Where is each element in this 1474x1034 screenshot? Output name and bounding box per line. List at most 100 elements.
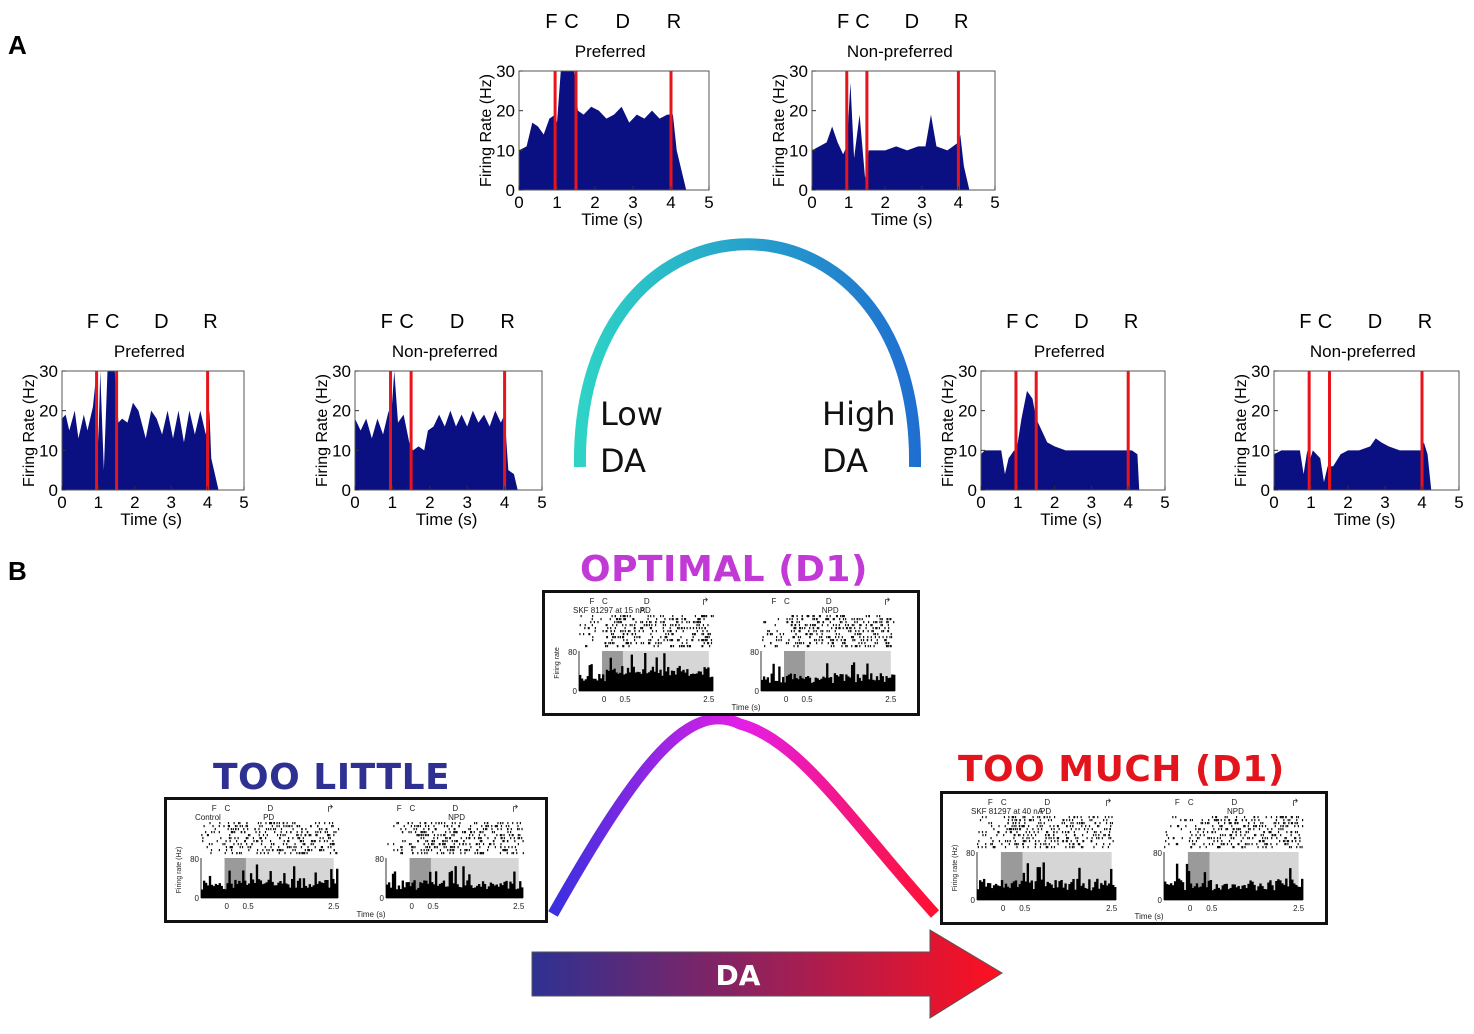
- histogram-bar: [709, 677, 712, 691]
- raster-tick: [1285, 837, 1287, 840]
- raster-tick: [1264, 843, 1266, 846]
- raster-tick: [1264, 825, 1267, 828]
- raster-tick: [813, 618, 816, 621]
- y-tick-label: 0: [342, 481, 351, 500]
- histogram-bar: [263, 883, 266, 898]
- histogram-bar: [1263, 888, 1266, 900]
- raster-tick: [426, 849, 428, 852]
- inset-yzero: 0: [380, 894, 385, 903]
- histogram-bar: [300, 887, 304, 898]
- histogram-bar: [212, 886, 216, 898]
- histogram-bar: [699, 671, 702, 691]
- histogram-bar: [617, 673, 620, 691]
- raster-tick: [449, 837, 452, 840]
- histogram-bar: [605, 669, 609, 691]
- raster-tick: [701, 639, 703, 642]
- x-tick-label: 0: [514, 193, 523, 212]
- raster-tick: [799, 642, 801, 645]
- histogram-bar: [640, 673, 643, 691]
- raster-tick: [449, 831, 451, 834]
- raster-tick: [681, 642, 683, 645]
- raster-tick: [246, 843, 248, 846]
- raster-tick: [838, 624, 840, 627]
- raster-tick: [1050, 840, 1052, 843]
- histogram-bar: [678, 665, 681, 691]
- raster-tick: [797, 636, 800, 639]
- histogram-bar: [845, 674, 848, 691]
- inset-xtick: 0.5: [802, 695, 814, 704]
- histogram-bar: [774, 680, 777, 691]
- histogram-bar: [996, 885, 1000, 900]
- raster-tick: [393, 843, 395, 846]
- raster-tick: [806, 645, 808, 648]
- raster-tick: [244, 831, 246, 834]
- raster-tick: [1088, 816, 1090, 819]
- y-tick-label: 20: [496, 102, 515, 121]
- raster-tick: [1078, 843, 1081, 846]
- histogram-bar: [862, 674, 865, 691]
- raster-tick: [702, 615, 704, 618]
- inset-xtick: 0: [1001, 904, 1006, 913]
- raster-tick: [588, 627, 590, 630]
- raster-tick: [1053, 831, 1055, 834]
- raster-tick: [686, 639, 688, 642]
- raster-tick: [230, 828, 232, 831]
- raster-tick: [981, 816, 984, 819]
- raster-tick: [840, 639, 842, 642]
- raster-tick: [1271, 846, 1273, 849]
- histogram-bar: [1060, 879, 1063, 900]
- raster-tick: [481, 825, 483, 828]
- histogram-bar: [785, 675, 789, 691]
- histogram-bar: [584, 679, 588, 691]
- raster-tick: [393, 849, 395, 852]
- raster-tick: [850, 630, 852, 633]
- raster-tick: [816, 633, 818, 636]
- raster-tick: [1184, 819, 1186, 822]
- raster-tick: [1037, 831, 1039, 834]
- raster-tick: [264, 831, 267, 834]
- histogram-bar: [1191, 887, 1195, 900]
- raster-tick: [981, 831, 984, 834]
- raster-tick: [851, 624, 853, 627]
- raster-tick: [294, 822, 296, 825]
- raster-tick: [819, 615, 821, 618]
- raster-tick: [1103, 819, 1105, 822]
- raster-tick: [245, 837, 248, 840]
- raster-tick: [1178, 825, 1180, 828]
- histogram-bar: [391, 873, 395, 898]
- raster-tick: [1190, 846, 1193, 849]
- inset-ytick: 80: [568, 648, 577, 657]
- raster-tick: [273, 828, 275, 831]
- histogram-bar: [403, 887, 406, 898]
- raster-tick: [588, 633, 590, 636]
- raster-tick: [1064, 831, 1067, 834]
- raster-tick: [507, 840, 509, 843]
- raster-tick: [507, 831, 509, 834]
- raster-tick: [1053, 816, 1056, 819]
- histogram-bar: [271, 881, 274, 898]
- histogram-bar: [240, 882, 243, 898]
- raster-tick: [479, 840, 481, 843]
- histogram-bar: [824, 677, 827, 691]
- raster-tick: [1274, 834, 1276, 837]
- raster-tick: [619, 636, 622, 639]
- raster-tick: [611, 633, 613, 636]
- raster-tick: [862, 636, 865, 639]
- raster-tick: [1263, 840, 1265, 843]
- histogram-bar: [814, 677, 817, 691]
- histogram-bar: [632, 666, 635, 691]
- raster-tick: [1030, 819, 1032, 822]
- raster-tick: [669, 639, 671, 642]
- histogram-bar: [517, 888, 520, 898]
- raster-tick: [410, 825, 413, 828]
- raster-tick: [633, 618, 635, 621]
- raster-tick: [617, 636, 619, 639]
- raster-tick: [1067, 837, 1069, 840]
- raster-tick: [890, 636, 893, 639]
- event-label-d: D: [450, 311, 464, 333]
- raster-tick: [1257, 816, 1259, 819]
- raster-tick: [660, 642, 662, 645]
- histogram-bar: [1275, 880, 1278, 900]
- raster-tick: [447, 849, 449, 852]
- plot-title: Preferred: [114, 342, 185, 361]
